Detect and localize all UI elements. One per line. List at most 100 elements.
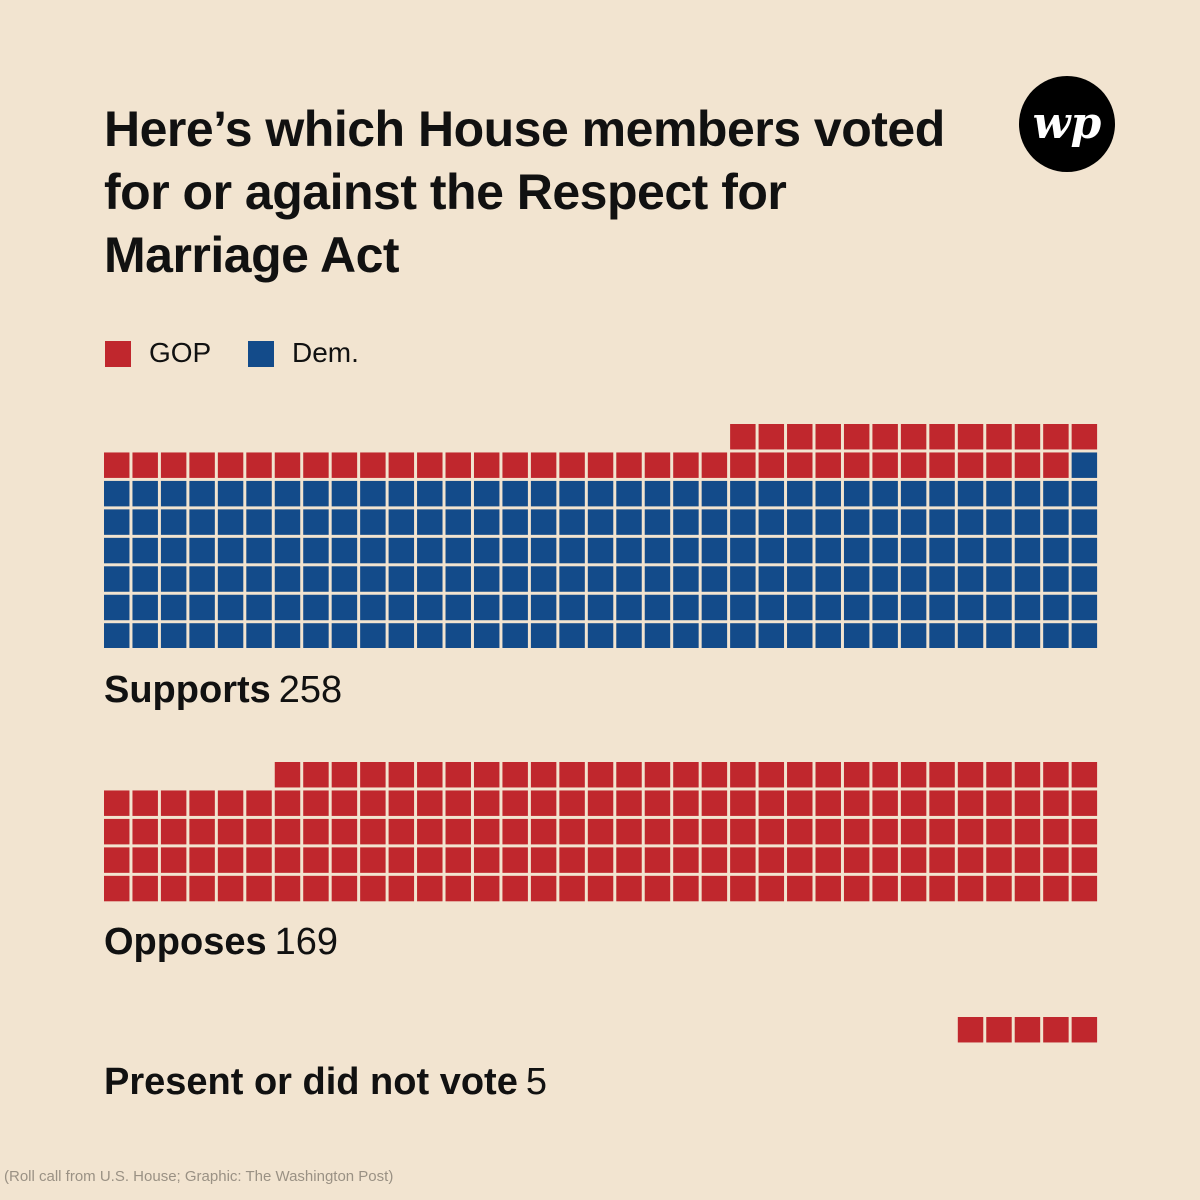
square-supports-dem [217,623,244,648]
square-supports-dem [986,566,1012,592]
square-supports-dem [900,594,927,621]
square-supports-dem [644,537,671,564]
square-opposes-gop [303,847,329,873]
square-opposes-gop [217,875,244,902]
square-supports-dem [929,537,955,564]
square-supports-gop [331,452,358,478]
square-opposes-gop [1043,847,1069,873]
square-supports-dem [473,566,500,592]
square-opposes-gop [872,847,898,873]
square-supports-dem [587,566,614,592]
square-opposes-gop [473,762,500,788]
square-opposes-gop [1043,790,1069,816]
square-supports-dem [986,594,1012,621]
square-opposes-gop [986,790,1012,816]
square-supports-dem [1071,480,1098,507]
square-supports-dem [217,480,244,507]
square-opposes-gop [673,875,699,902]
square-supports-dem [473,537,500,564]
square-opposes-gop [1014,847,1041,873]
square-supports-dem [559,537,585,564]
square-opposes-gop [360,875,386,902]
square-opposes-gop [644,818,671,845]
square-opposes-gop [616,762,642,788]
square-opposes-gop [274,762,301,788]
square-supports-dem [246,509,272,535]
square-opposes-gop [1043,762,1069,788]
square-opposes-gop [274,847,301,873]
square-opposes-gop [104,790,130,816]
square-supports-gop [815,424,841,450]
square-opposes-gop [815,847,841,873]
square-opposes-gop [217,818,244,845]
legend-swatch-dem [248,341,274,367]
square-supports-dem [957,537,984,564]
square-supports-gop [274,452,301,478]
legend-label-gop: GOP [149,337,212,368]
square-supports-dem [473,480,500,507]
square-opposes-gop [957,875,984,902]
square-opposes-gop [274,790,301,816]
square-supports-dem [673,480,699,507]
square-supports-dem [388,480,415,507]
square-opposes-gop [132,790,158,816]
square-opposes-gop [616,790,642,816]
square-supports-dem [1014,594,1041,621]
square-supports-gop [303,452,329,478]
square-supports-dem [730,594,756,621]
square-supports-dem [587,537,614,564]
square-supports-dem [644,594,671,621]
square-supports-dem [701,566,728,592]
square-opposes-gop [701,875,728,902]
square-supports-dem [957,566,984,592]
square-supports-dem [673,623,699,648]
square-supports-dem [730,480,756,507]
square-opposes-gop [1071,762,1098,788]
square-supports-dem [815,594,841,621]
square-supports-dem [246,537,272,564]
square-supports-dem [502,566,528,592]
square-opposes-gop [417,875,443,902]
square-supports-gop [360,452,386,478]
square-opposes-gop [189,875,215,902]
square-supports-dem [758,537,785,564]
square-supports-dem [1043,537,1069,564]
square-supports-dem [616,566,642,592]
square-opposes-gop [331,790,358,816]
square-supports-dem [929,566,955,592]
square-supports-dem [502,623,528,648]
square-supports-dem [417,566,443,592]
group-count-present: 5 [525,1061,547,1103]
square-supports-dem [502,480,528,507]
square-opposes-gop [559,818,585,845]
square-opposes-gop [616,818,642,845]
square-supports-dem [986,509,1012,535]
square-supports-dem [160,480,187,507]
label-present: Present or did not vote 5 [104,1060,547,1104]
square-supports-dem [189,623,215,648]
square-supports-dem [331,594,358,621]
square-supports-gop [787,452,813,478]
square-opposes-gop [445,790,471,816]
square-opposes-gop [644,790,671,816]
square-opposes-gop [417,762,443,788]
square-supports-gop [758,452,785,478]
square-supports-dem [388,623,415,648]
square-supports-gop [986,424,1012,450]
square-opposes-gop [160,875,187,902]
square-opposes-gop [388,875,415,902]
square-supports-dem [872,509,898,535]
square-opposes-gop [331,818,358,845]
waffle-supports [104,424,1098,648]
square-supports-dem [787,594,813,621]
square-opposes-gop [986,875,1012,902]
square-supports-dem [957,594,984,621]
square-supports-dem [957,480,984,507]
square-supports-dem [1043,594,1069,621]
square-supports-gop [246,452,272,478]
square-opposes-gop [559,847,585,873]
square-opposes-gop [331,762,358,788]
square-supports-dem [417,480,443,507]
square-opposes-gop [758,762,785,788]
square-supports-dem [360,509,386,535]
